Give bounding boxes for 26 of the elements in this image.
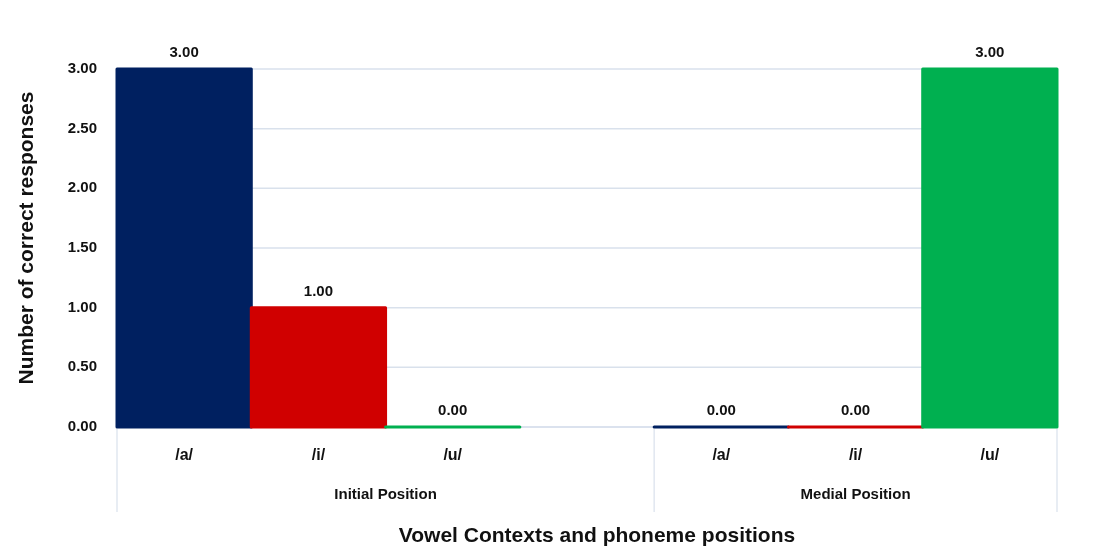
bar xyxy=(249,306,388,429)
data-label: 0.00 xyxy=(840,400,871,418)
x-tick-label: /u/ xyxy=(980,446,1000,464)
y-tick-label: 0.00 xyxy=(67,416,97,434)
y-axis-title: Number of correct responses xyxy=(13,91,37,385)
text: Medial Position xyxy=(800,484,911,502)
y-tick-label: 0.50 xyxy=(67,357,97,375)
text: Initial Position xyxy=(334,484,437,502)
y-tick-label: 1.00 xyxy=(67,297,97,315)
x-tick-label: /u/ xyxy=(443,446,463,464)
x-tick-label: /a/ xyxy=(175,446,194,464)
bar xyxy=(921,67,1059,429)
y-tick-label: 2.00 xyxy=(67,178,97,196)
data-label: 1.00 xyxy=(303,281,334,299)
data-label: 0.00 xyxy=(438,400,468,418)
x-tick-label: /i/ xyxy=(848,446,863,464)
data-label: 3.00 xyxy=(975,42,1005,60)
x-tick-label: /i/ xyxy=(311,446,326,464)
y-tick-label: 2.50 xyxy=(67,118,97,136)
x-tick-label: /a/ xyxy=(712,446,731,464)
x-axis-title: Vowel Contexts and phoneme positions xyxy=(398,522,796,546)
bar xyxy=(115,67,253,429)
data-label: 0.00 xyxy=(706,400,736,418)
y-tick-label: 1.50 xyxy=(67,237,97,255)
data-label: 3.00 xyxy=(169,42,199,60)
y-tick-label: 3.00 xyxy=(67,58,97,76)
